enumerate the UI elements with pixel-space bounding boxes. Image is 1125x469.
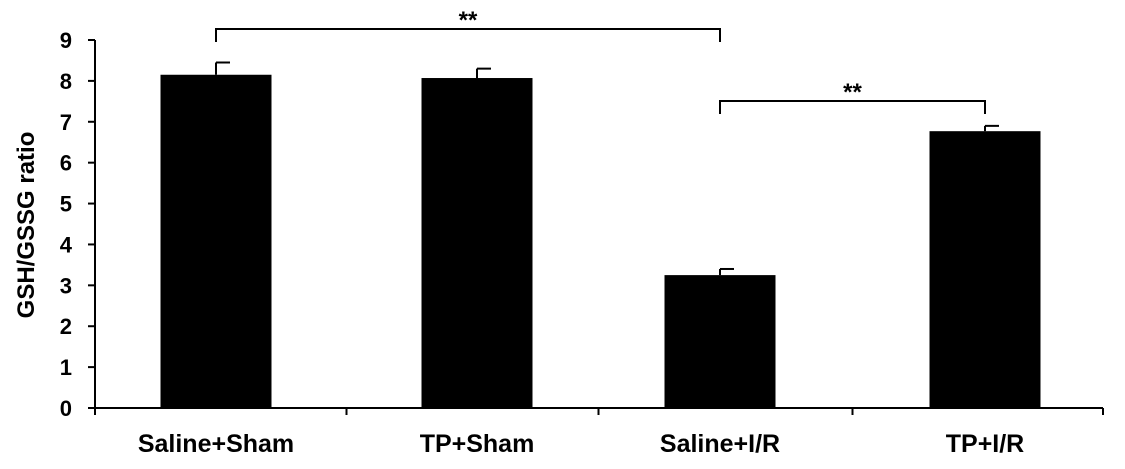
y-tick-label: 1 xyxy=(60,355,72,380)
y-tick-label: 4 xyxy=(60,232,73,257)
y-tick-label: 9 xyxy=(60,28,72,53)
x-category-label: Saline+Sham xyxy=(138,430,294,458)
x-category-label: TP+Sham xyxy=(420,430,535,458)
significance-label: ** xyxy=(843,79,862,106)
bar xyxy=(929,131,1041,408)
bar xyxy=(160,74,272,408)
bar xyxy=(421,78,533,408)
plot-area: 0 1 2 3 4 5 6 7 8 9 Saline+Sham TP+Sham Saline+I/R TP… xyxy=(60,7,1104,458)
significance-label: ** xyxy=(459,7,478,34)
significance-bracket xyxy=(215,28,721,42)
y-tick-label: 5 xyxy=(60,192,72,217)
x-category-label: TP+I/R xyxy=(946,430,1025,458)
y-tick-label: 6 xyxy=(60,151,72,176)
significance-bracket xyxy=(719,100,986,114)
y-tick-label: 2 xyxy=(60,314,72,339)
bar xyxy=(664,275,776,408)
y-tick-label: 0 xyxy=(60,396,72,421)
x-category-label: Saline+I/R xyxy=(660,430,780,458)
y-tick-label: 8 xyxy=(60,69,72,94)
y-axis-title: GSH/GSSG ratio xyxy=(13,132,40,319)
y-tick-label: 7 xyxy=(60,110,72,135)
y-tick-label: 3 xyxy=(60,273,72,298)
